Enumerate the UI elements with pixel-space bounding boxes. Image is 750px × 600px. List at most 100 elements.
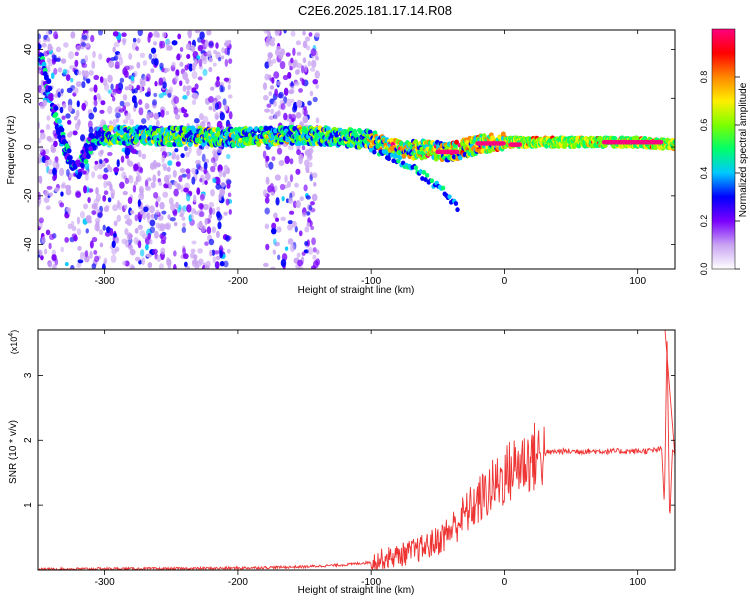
spectrogram-cell <box>150 47 157 54</box>
spectrogram-cell <box>124 147 131 156</box>
spectrogram-x-axis-label: Height of straight line (km) <box>298 285 415 296</box>
spectrogram-cell <box>305 168 310 174</box>
spectrogram-cell <box>310 59 317 69</box>
spectrogram-cell <box>161 163 168 168</box>
spectrogram-cell <box>272 249 277 255</box>
spectrogram-cell <box>283 87 289 96</box>
spectrogram-cell <box>181 226 187 233</box>
spectrogram-cell <box>83 142 89 149</box>
spectrogram-cell <box>53 67 58 75</box>
spectrogram-cell <box>284 155 290 165</box>
spectrogram-cell <box>429 178 435 184</box>
spectrogram-cell <box>196 147 202 157</box>
spectrogram-cell <box>150 181 156 189</box>
spectrogram-cell <box>288 113 292 120</box>
spectrogram-cell <box>124 220 130 225</box>
spectrogram-cell <box>217 221 222 230</box>
spectrogram-x-tick-label: -100 <box>361 276 381 287</box>
spectrogram-cell <box>267 31 272 39</box>
spectrogram-cell <box>84 162 90 170</box>
spectrogram-cell <box>192 194 197 203</box>
spectrogram-cell <box>61 115 66 120</box>
spectrogram-cell <box>108 120 113 125</box>
spectrogram-cell <box>295 112 302 119</box>
spectrogram-cell <box>81 81 86 89</box>
spectrogram-cell <box>95 193 101 202</box>
spectrogram-cell <box>281 195 285 202</box>
spectrogram-cell <box>212 177 217 184</box>
spectrogram-y-axis-label: Frequency (Hz) <box>6 116 17 185</box>
spectrogram-cell <box>219 250 223 259</box>
snr-y-ticks: 1 2 3 <box>23 372 675 508</box>
spectrogram-cell <box>190 248 196 253</box>
snr-y-axis-label: SNR (10 * v/v) <box>8 420 19 484</box>
spectrogram-cell <box>305 45 311 51</box>
spectrogram-cell <box>312 79 319 85</box>
spectrogram-cell <box>122 190 128 196</box>
spectrogram-cell <box>67 98 73 107</box>
spectrogram-cell <box>193 118 200 124</box>
spectrogram-cell <box>38 157 42 164</box>
spectrogram-cell <box>38 44 42 50</box>
spectrogram-cell <box>311 237 316 246</box>
spectrogram-cell <box>278 159 285 167</box>
spectrogram-cell <box>155 162 161 168</box>
spectrogram-cell <box>93 250 98 255</box>
spectrogram-cell <box>153 58 159 66</box>
spectrogram-cell <box>191 176 196 185</box>
spectrogram-cell <box>292 47 296 57</box>
spectrogram-cell <box>179 213 184 218</box>
spectrogram-cell <box>87 120 93 129</box>
spectrogram-cell <box>45 123 51 130</box>
spectrogram-cell <box>46 37 51 43</box>
spectrogram-cell <box>134 227 139 234</box>
spectrogram-cell <box>275 217 280 222</box>
spectrogram-cell <box>93 74 100 81</box>
spectrogram-cell <box>172 210 178 217</box>
spectrogram-cell <box>152 99 157 106</box>
spectrogram-cell <box>208 41 214 47</box>
spectrogram-cell <box>211 249 216 256</box>
spectrogram-cell <box>95 223 100 232</box>
colorbar-tick-label: 0.6 <box>699 119 709 132</box>
spectrogram-cell <box>132 37 137 43</box>
snr-x-ticks: -300 -200 -100 0 100 <box>95 330 646 588</box>
spectrogram-cell <box>181 173 187 178</box>
spectrogram-cell <box>222 98 227 106</box>
spectrogram-cell <box>124 204 128 210</box>
spectrogram-cell <box>191 259 197 268</box>
snr-y-tick-label: 2 <box>23 437 34 443</box>
spectrogram-cell <box>159 201 165 210</box>
spectrogram-cell <box>174 148 179 153</box>
spectrogram-cell <box>226 123 232 128</box>
spectrogram-cell <box>133 236 139 245</box>
spectrogram-cell <box>117 82 124 91</box>
spectrogram-cell <box>219 125 225 131</box>
spectrogram-cell <box>194 83 199 90</box>
spectrogram-cell <box>160 235 167 242</box>
spectrogram-cell <box>112 204 119 212</box>
spectrogram-cell <box>263 94 269 101</box>
spectrogram-cell <box>290 85 295 90</box>
spectrogram-cell <box>139 52 146 59</box>
spectrogram-cell <box>146 177 152 182</box>
spectrogram-cell <box>44 248 48 255</box>
spectrogram-cell <box>54 187 60 192</box>
spectrogram-cell <box>190 44 196 53</box>
spectrogram-cell <box>107 105 113 115</box>
spectrogram-cell <box>139 249 145 257</box>
spectrogram-cell <box>155 119 160 128</box>
spectrogram-cell <box>173 188 179 197</box>
spectrogram-cell <box>315 258 321 266</box>
spectrogram-cell <box>119 166 125 172</box>
spectrogram-cell <box>173 180 178 187</box>
spectrogram-cell <box>124 228 129 236</box>
spectrogram-cell <box>61 181 66 188</box>
spectrogram-cell <box>137 224 143 230</box>
spectrogram-cell <box>133 163 139 172</box>
spectrogram-cell <box>284 246 289 251</box>
spectrogram-cell <box>149 219 156 227</box>
spectrogram-cell <box>134 256 141 262</box>
spectrogram-cell <box>126 218 133 227</box>
spectrogram-cell <box>91 203 98 209</box>
